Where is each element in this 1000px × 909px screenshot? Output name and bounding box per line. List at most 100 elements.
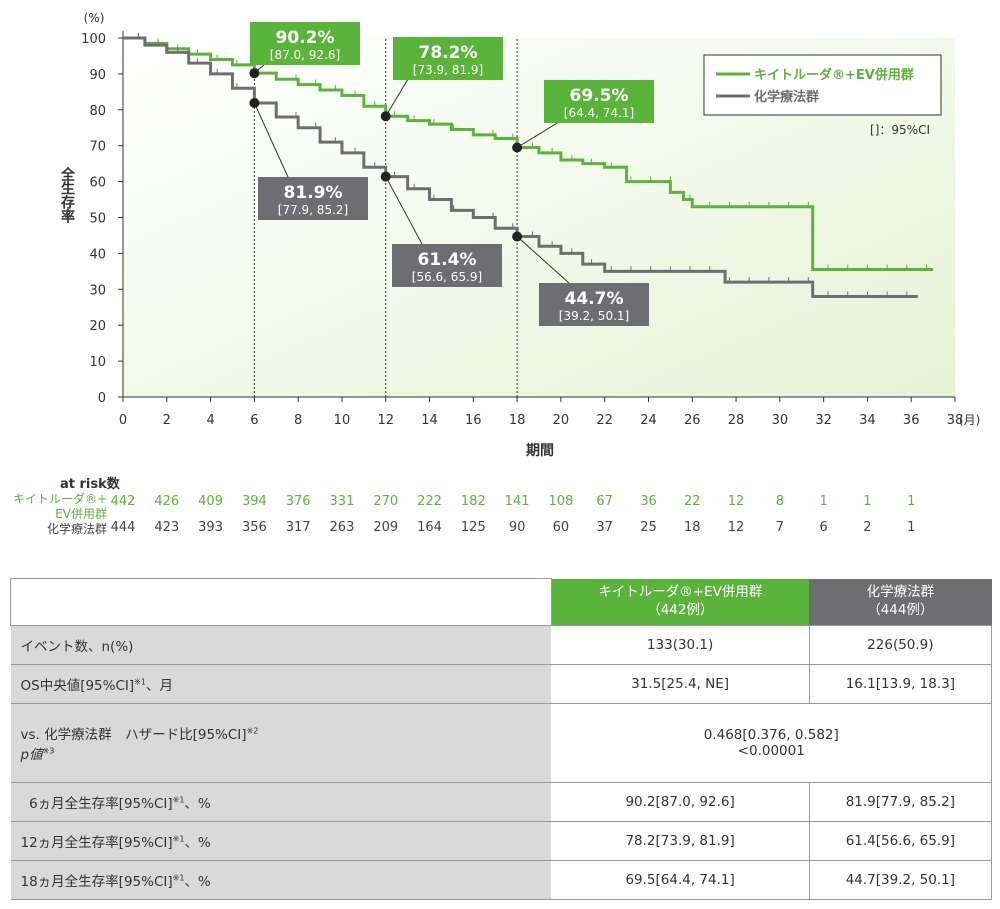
legend-label: キイトルーダ®+EV併用群 (754, 67, 914, 83)
landmark-point (249, 68, 260, 79)
at-risk-value: 7 (775, 520, 784, 535)
landmark-point (380, 171, 391, 182)
legend-label: 化学療法群 (754, 89, 819, 105)
at-risk-value: 182 (460, 494, 486, 509)
x-tick-label: 32 (815, 413, 832, 428)
landmark-point (249, 97, 260, 108)
x-tick-label: 8 (294, 413, 302, 428)
x-tick-label: 10 (334, 413, 351, 428)
x-tick-label: 18 (509, 413, 526, 428)
table-row: 6ヵ月全生存率[95%CI]※1、% 90.2[87.0, 92.6] 81.9[7… (10, 782, 993, 822)
table-row: OS中央値[95%CI]※1、月 31.5[25.4, NE] 16.1[13.9,… (10, 664, 993, 704)
landmark-point (380, 111, 391, 122)
ci-note: []：95%CI (870, 123, 930, 137)
x-tick-label: 6 (250, 413, 258, 428)
x-tick-label: 34 (859, 413, 876, 428)
callout-ci: [56.6, 65.9] (412, 270, 482, 284)
at-risk-value: 1 (819, 494, 828, 509)
callout-box (258, 177, 368, 220)
table-row: イベント数、n(%) 133(30.1) 226(50.9) (10, 625, 993, 665)
table-row: 12ヵ月全生存率[95%CI]※1、% 78.2[73.9, 81.9] 61.4[… (10, 821, 993, 861)
y-tick-label: 0 (98, 391, 106, 406)
at-risk-value: 108 (548, 494, 574, 509)
y-tick-label: 40 (89, 247, 106, 262)
at-risk-value: 263 (329, 520, 355, 535)
at-risk-value: 90 (508, 520, 526, 535)
at-risk-value: 141 (504, 494, 530, 509)
km-chart: 0 2 4 6 8 10 12 14 16 18 20 22 24 26 28 30 32 34 36 3801020… (59, 11, 980, 459)
y-tick-label: 60 (89, 176, 106, 191)
at-risk-value: 18 (683, 520, 701, 535)
callout-value: 78.2% (419, 43, 478, 63)
callout-line (253, 102, 289, 178)
callout-box (392, 244, 502, 287)
y-tick-label: 80 (89, 104, 106, 119)
at-risk-value: 22 (683, 494, 701, 509)
at-risk-row-label: キイトルーダ®+ (12, 492, 107, 506)
callout-line (516, 236, 570, 284)
x-tick-label: 16 (465, 413, 482, 428)
callout-value: 44.7% (565, 289, 624, 309)
callout-line (385, 176, 423, 245)
at-risk-value: 1 (863, 494, 872, 509)
table-row: vs. 化学療法群 ハザード比[95%CI]※2 p値※3 0.468[0.376,… (10, 703, 992, 783)
at-risk-value: 2 (863, 520, 872, 535)
y-tick-label: 50 (89, 212, 106, 227)
at-risk-value: 331 (329, 494, 355, 509)
callout-ci: [77.9, 85.2] (278, 203, 348, 217)
at-risk-value: 36 (640, 494, 657, 509)
callout-box (544, 80, 654, 123)
series-line (123, 36, 918, 298)
x-tick-label: 0 (119, 413, 127, 428)
at-risk-value: 356 (241, 520, 267, 535)
callout-value: 61.4% (418, 250, 477, 270)
at-risk-value: 209 (373, 520, 399, 535)
at-risk-value: 270 (373, 494, 399, 509)
x-tick-label: 2 (163, 413, 171, 428)
at-risk-value: 12 (727, 520, 745, 535)
at-risk-value: 67 (596, 494, 613, 509)
header-chemo: 化学療法群 （444例） (809, 578, 992, 626)
callout-ci: [87.0, 92.6] (270, 48, 340, 62)
y-tick-label: 10 (89, 355, 106, 370)
landmark-point (512, 142, 523, 153)
series-line (123, 36, 934, 272)
at-risk-value: 25 (640, 520, 657, 535)
y-tick-label: 20 (89, 319, 106, 334)
y-tick-label: 100 (81, 32, 106, 47)
x-tick-label: 30 (772, 413, 789, 428)
x-tick-label: 38 (947, 413, 964, 428)
table-row: 18ヵ月全生存率[95%CI]※1、% 69.5[64.4, 74.1] 44.7[… (10, 860, 993, 900)
callout-value: 81.9% (284, 183, 343, 203)
y-unit: (%) (84, 11, 105, 25)
at-risk-value: 442 (110, 494, 136, 509)
y-tick-label: 90 (89, 68, 106, 83)
at-risk-value: 8 (775, 494, 784, 509)
at-risk-value: 6 (819, 520, 828, 535)
x-axis-label: 期間 (526, 443, 554, 459)
x-tick-label: 22 (596, 413, 613, 428)
x-tick-label: 24 (640, 413, 657, 428)
at-risk-value: 409 (198, 494, 223, 509)
at-risk-value: 125 (460, 520, 486, 535)
at-risk-value: 394 (241, 494, 267, 509)
at-risk-value: 426 (154, 494, 180, 509)
y-tick-label: 30 (89, 283, 106, 298)
at-risk-value: 164 (417, 520, 442, 535)
at-risk-title: at risk数 (60, 477, 120, 492)
at-risk-value: 1 (907, 520, 916, 535)
callout-box (250, 22, 360, 65)
x-tick-label: 28 (728, 413, 745, 428)
at-risk-table: at risk数 キイトルーダ®+ EV併用群 442 426 409 394 376 331 2… (12, 477, 916, 536)
results-table: キイトルーダ®+EV併用群 （442例） 化学療法群 （444例） イベント数、n(… (10, 578, 993, 900)
at-risk-value: 12 (727, 494, 745, 509)
landmark-point (512, 231, 523, 242)
callout-box (539, 283, 649, 326)
callout-line (385, 78, 409, 117)
callout-value: 69.5% (570, 86, 629, 106)
callout-box (393, 37, 503, 80)
x-tick-label: 20 (553, 413, 570, 428)
x-unit: (月) (959, 413, 980, 427)
callout-ci: [39.2, 50.1] (559, 309, 629, 323)
at-risk-value: 1 (907, 494, 916, 509)
